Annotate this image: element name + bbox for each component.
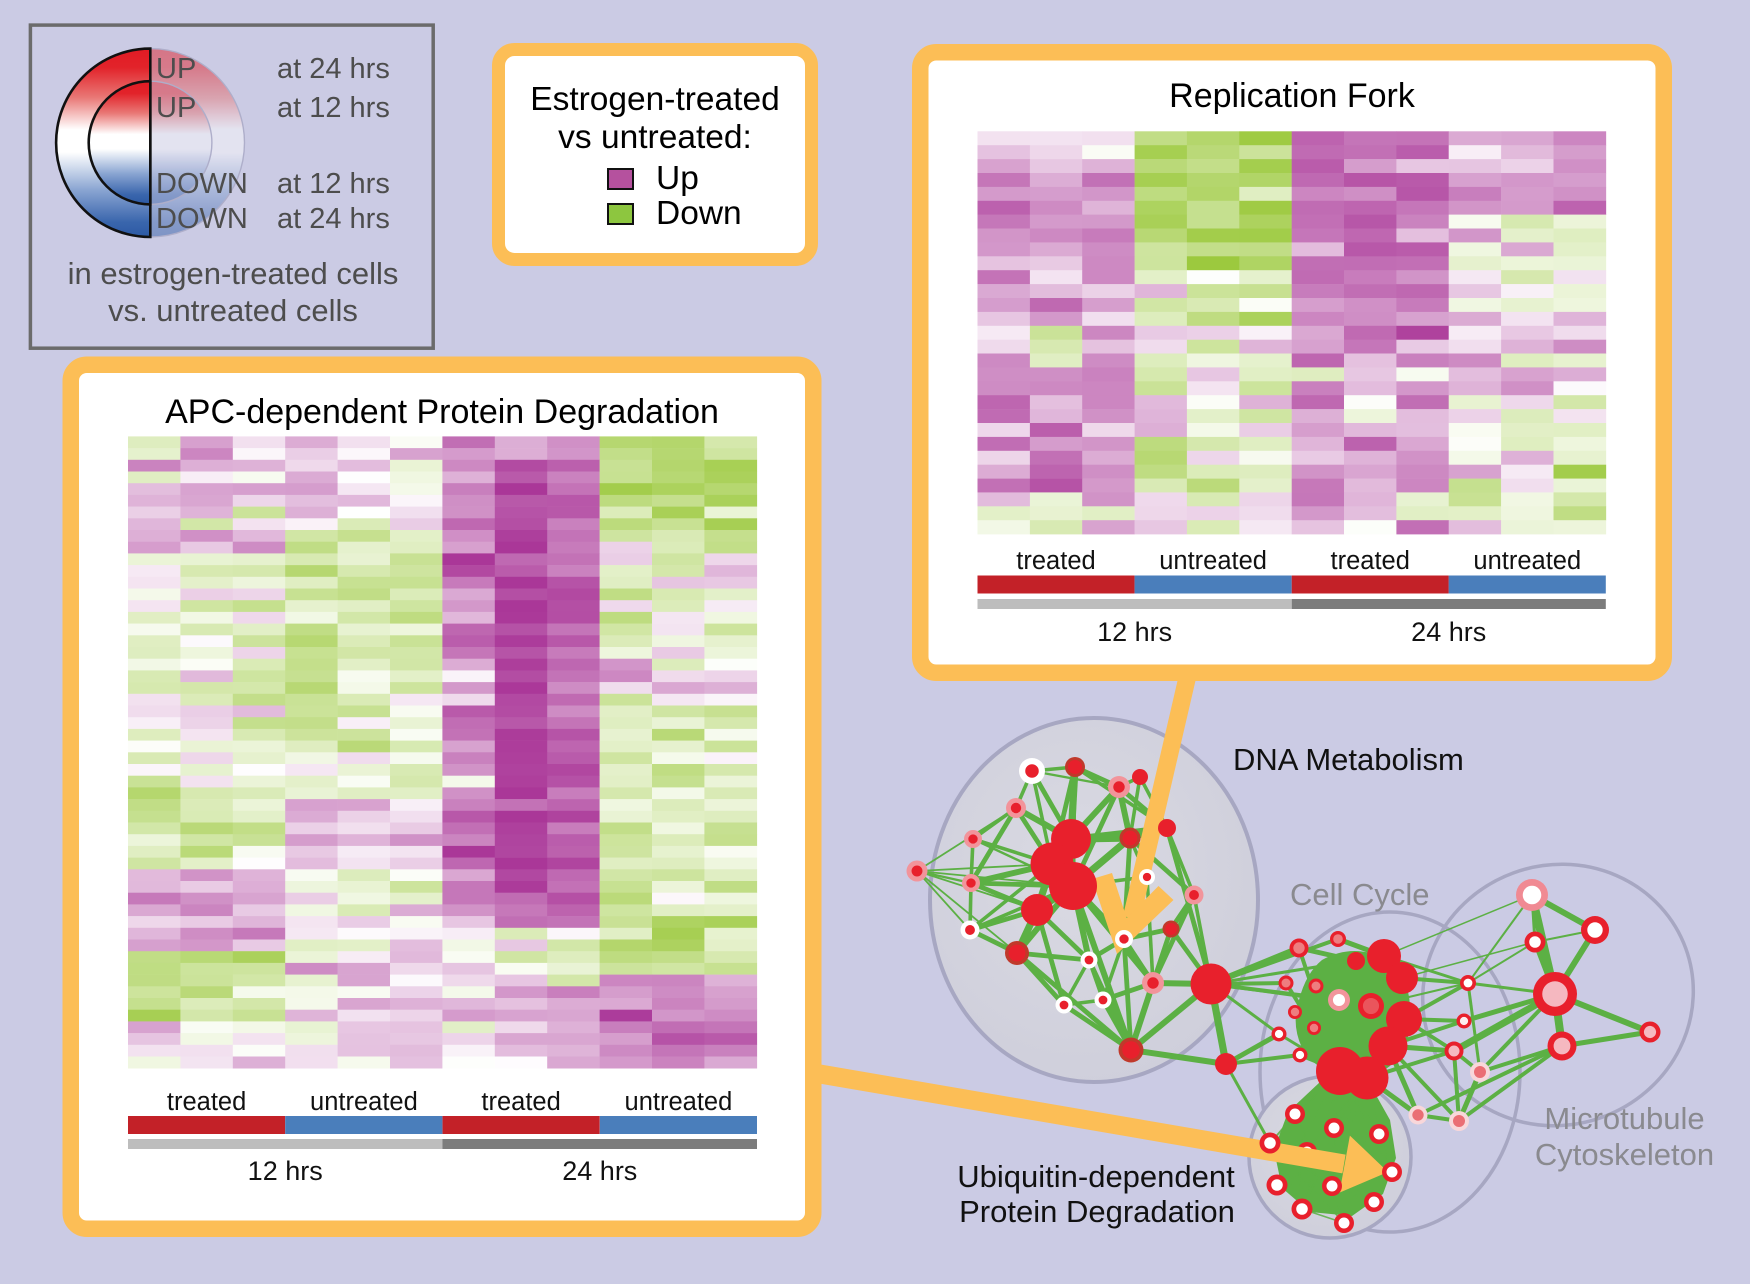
- svg-text:treated: treated: [167, 1088, 246, 1116]
- svg-text:Replication Fork: Replication Fork: [1169, 77, 1416, 115]
- svg-text:treated: treated: [1016, 547, 1095, 575]
- svg-text:UP: UP: [156, 53, 196, 85]
- svg-text:untreated: untreated: [625, 1088, 733, 1116]
- svg-text:in estrogen-treated cells: in estrogen-treated cells: [68, 256, 399, 291]
- svg-text:treated: treated: [1331, 547, 1410, 575]
- svg-text:treated: treated: [481, 1088, 560, 1116]
- svg-text:APC-dependent Protein Degradat: APC-dependent Protein Degradation: [165, 393, 719, 431]
- svg-text:vs untreated:: vs untreated:: [558, 119, 752, 156]
- svg-text:DOWN: DOWN: [156, 203, 248, 235]
- svg-text:Estrogen-treated: Estrogen-treated: [530, 81, 780, 118]
- svg-text:UP: UP: [156, 92, 196, 124]
- svg-text:Ubiquitin-dependent: Ubiquitin-dependent: [957, 1159, 1235, 1194]
- svg-text:untreated: untreated: [1159, 547, 1267, 575]
- svg-text:at 12 hrs: at 12 hrs: [277, 168, 390, 200]
- svg-text:at 12 hrs: at 12 hrs: [277, 92, 390, 124]
- svg-text:Cytoskeleton: Cytoskeleton: [1535, 1137, 1714, 1172]
- svg-text:Up: Up: [656, 160, 699, 197]
- svg-text:12 hrs: 12 hrs: [248, 1156, 323, 1186]
- svg-text:untreated: untreated: [310, 1088, 418, 1116]
- svg-text:Microtubule: Microtubule: [1544, 1101, 1704, 1136]
- svg-text:Down: Down: [656, 195, 742, 232]
- svg-text:at 24 hrs: at 24 hrs: [277, 203, 390, 235]
- svg-text:12 hrs: 12 hrs: [1097, 617, 1172, 647]
- svg-text:24 hrs: 24 hrs: [562, 1156, 637, 1186]
- svg-text:Cell Cycle: Cell Cycle: [1290, 877, 1430, 912]
- svg-text:vs. untreated cells: vs. untreated cells: [108, 293, 358, 328]
- svg-text:24 hrs: 24 hrs: [1411, 617, 1486, 647]
- svg-text:DOWN: DOWN: [156, 168, 248, 200]
- svg-text:Protein Degradation: Protein Degradation: [959, 1194, 1235, 1229]
- svg-text:DNA Metabolism: DNA Metabolism: [1233, 742, 1464, 777]
- svg-text:untreated: untreated: [1473, 547, 1581, 575]
- svg-text:at 24 hrs: at 24 hrs: [277, 53, 390, 85]
